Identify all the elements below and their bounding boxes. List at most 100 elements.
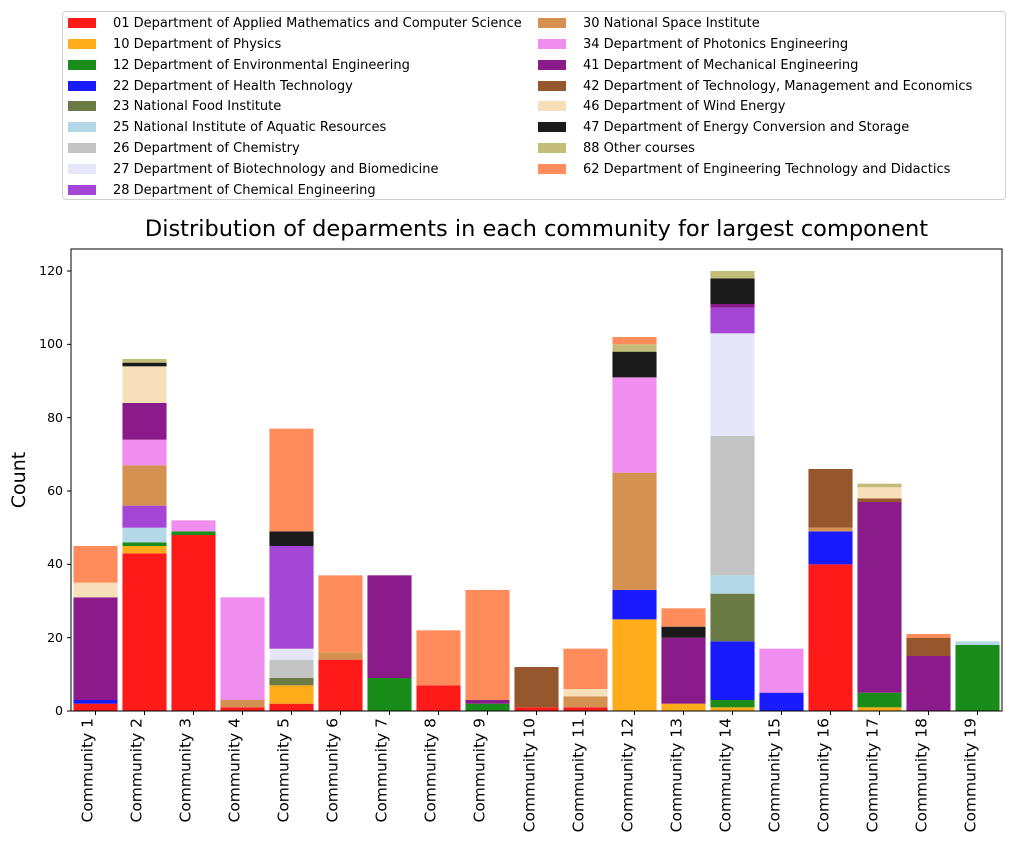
bar-segment [367,678,412,711]
x-tick-label: Community 10 [519,718,538,833]
bar-segment [73,700,118,704]
legend-label: 62 Department of Engineering Technology … [583,161,951,177]
bar-segment [73,597,118,700]
bar-segment [808,564,853,711]
bar-segment [171,520,216,532]
bar-segment [269,685,314,704]
bar-segment [73,582,118,598]
legend-label: 10 Department of Physics [113,36,282,52]
bar-segment [122,465,167,506]
x-tick-label: Community 5 [274,718,292,823]
bar-segment [906,637,951,656]
bar-segment [269,648,314,660]
legend-swatch [538,143,566,154]
y-tick-label: 100 [39,336,63,352]
bar-segment [759,648,804,693]
x-tick-label: Community 19 [960,718,979,833]
chart-title: Distribution of deparments in each commu… [144,216,929,242]
bar-segment [563,707,608,711]
bar-segment [122,362,167,367]
bar-segment [122,505,167,528]
bar-segment [612,377,657,473]
bar-segment [73,546,118,583]
x-tick-label: Community 13 [666,718,685,833]
bar-segment [710,304,755,308]
x-tick-label: Community 3 [176,718,194,823]
legend-label: 41 Department of Mechanical Engineering [583,57,859,73]
bar-segment [269,678,314,686]
bar-segment [955,645,1000,711]
bar-segment [465,590,510,700]
legend-swatch [68,184,96,195]
bar-segment [710,593,755,642]
legend-swatch [68,59,96,70]
bar-segment [661,703,706,711]
bar-segment [808,531,853,565]
legend-swatch [68,18,96,28]
bar-segment [416,630,461,686]
legend-label: 46 Department of Wind Energy [583,99,786,115]
bar-segment [857,692,902,708]
bar-segment [710,307,755,334]
bar-segment [171,531,216,535]
legend-label: 27 Department of Biotechnology and Biome… [113,161,439,177]
y-tick-label: 0 [55,703,63,718]
x-tick-label: Community 9 [470,718,488,823]
x-tick-label: Community 8 [421,718,439,823]
bar-segment [73,703,118,711]
bar-segment [710,575,755,594]
bar-segment [710,333,755,436]
legend: 01 Department of Applied Mathematics and… [62,11,1006,200]
bar-segment [318,652,363,660]
bar-segment [269,703,314,711]
bar-segment [220,597,265,700]
legend-swatch [68,163,96,174]
x-tick-label: Community 6 [323,718,341,823]
x-tick-label: Community 14 [715,718,734,833]
legend-swatch [538,18,566,28]
bar-segment [661,608,706,627]
bar-segment [857,483,902,488]
bar-segment [710,707,755,711]
x-tick-label: Community 1 [78,718,96,823]
x-tick-label: Community 11 [568,718,587,833]
legend-label: 47 Department of Energy Conversion and S… [583,120,910,136]
y-tick-label: 60 [47,483,63,498]
legend-swatch [538,163,566,174]
bar-segment [122,359,167,363]
x-tick-label: Community 4 [225,718,243,823]
y-tick-label: 20 [47,629,63,645]
legend-swatch [68,38,96,49]
bar-segment [122,542,167,546]
bar-segment [808,527,853,532]
bar-segment [612,337,657,345]
bar-segment [710,278,755,304]
bar-segment [808,469,853,528]
bar-segment [514,667,559,708]
legend-label: 42 Department of Technology, Management … [583,78,973,94]
bar-segment [563,648,608,689]
x-tick-label: Community 16 [813,718,832,833]
x-tick-label: Community 2 [127,718,145,823]
bar-segment [857,487,902,499]
legend-swatch [538,59,566,70]
bar-segment [612,619,657,711]
legend-swatch [68,143,96,154]
legend-label: 28 Department of Chemical Engineering [113,182,376,198]
legend-swatch [538,122,566,133]
legend-swatch [68,80,96,91]
legend-label: 25 National Institute of Aquatic Resourc… [113,120,387,136]
y-tick-label: 120 [39,263,63,278]
legend-swatch [538,38,566,49]
y-tick-label: 40 [47,556,63,572]
bar-segment [906,634,951,638]
bar-segment [710,436,755,576]
bar-segment [563,696,608,708]
bar-segment [416,685,461,711]
x-tick-label: Community 12 [617,718,636,833]
bar-segment [122,546,167,554]
bar-segment [122,439,167,466]
bar-segment [710,700,755,708]
bar-segment [122,366,167,403]
